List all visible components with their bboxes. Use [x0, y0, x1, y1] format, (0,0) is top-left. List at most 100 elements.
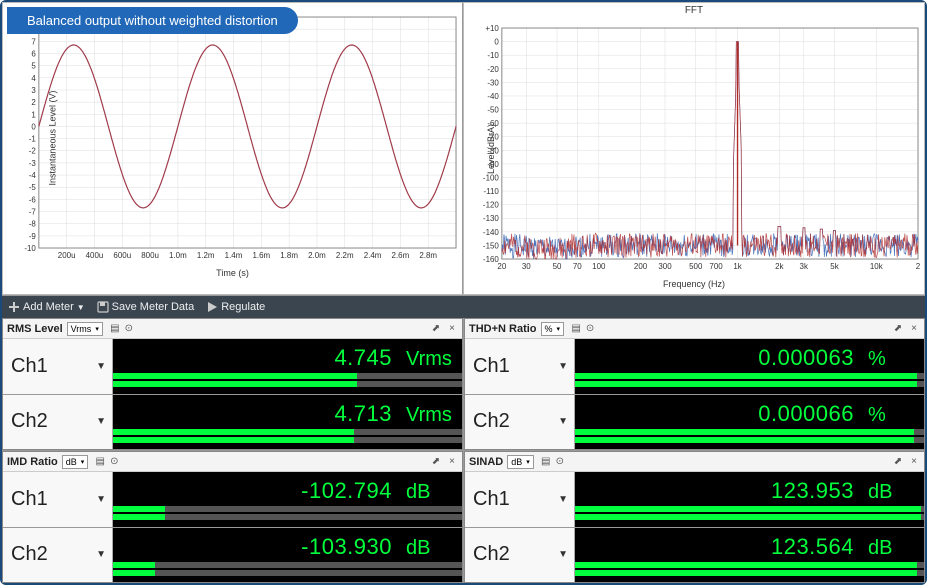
thdn-ch2-row: Ch2 ▼ 0.000066 %	[465, 395, 924, 450]
rms-ch2-bar2	[113, 437, 462, 443]
bars-icon[interactable]: ▤	[540, 456, 552, 468]
rms-ch2-label-text: Ch2	[11, 410, 48, 433]
rms-ch1-label[interactable]: Ch1 ▼	[3, 339, 113, 394]
meter-sinad-title: SINAD	[469, 456, 503, 468]
meter-rms-header: RMS Level Vrms ▾ ▤ ⊙ ⬈ ×	[3, 319, 462, 339]
fft-chart-panel: FFT Level (dBrA) +100-10-20-30-40-50-60-…	[463, 2, 925, 295]
close-icon[interactable]: ×	[908, 456, 920, 468]
popout-icon[interactable]: ⬈	[892, 456, 904, 468]
meter-imd: IMD Ratio dB ▾ ▤ ⊙ ⬈ × Ch1 ▼	[2, 451, 463, 583]
meter-thdn-unit-select[interactable]: % ▾	[541, 322, 565, 336]
time-ylabel: Instantaneous Level (V)	[48, 90, 58, 185]
imd-ch2-label[interactable]: Ch2 ▼	[3, 528, 113, 583]
sinad-ch1-label[interactable]: Ch1 ▼	[465, 472, 575, 527]
svg-text:2.6m: 2.6m	[392, 251, 410, 260]
svg-text:-6: -6	[29, 195, 37, 204]
imd-ch2-value: -103.930	[301, 534, 392, 560]
save-icon	[97, 301, 109, 313]
app-root: Balanced output without weighted distort…	[2, 2, 925, 583]
bars-icon[interactable]: ▤	[94, 456, 106, 468]
svg-text:-40: -40	[487, 92, 499, 101]
rms-ch1-value: 4.745	[334, 345, 392, 371]
fft-plot-area[interactable]: Level (dBrA) +100-10-20-30-40-50-60-70-8…	[464, 18, 924, 279]
svg-text:600u: 600u	[113, 251, 131, 260]
add-meter-label: Add Meter	[23, 301, 74, 313]
rms-ch1-bar2	[113, 381, 462, 387]
svg-text:2.8m: 2.8m	[419, 251, 437, 260]
bars-icon[interactable]: ▤	[570, 323, 582, 335]
svg-text:500: 500	[689, 262, 703, 271]
meter-rms-mode-icons: ▤ ⊙	[109, 323, 135, 335]
meter-imd-unit-select[interactable]: dB ▾	[62, 455, 89, 469]
imd-ch1-row: Ch1 ▼ -102.794 dB	[3, 472, 462, 528]
time-plot-area[interactable]: Instantaneous Level (V) -10-9-8-7-6-5-4-…	[3, 7, 462, 268]
sinad-ch1-display: 123.953 dB	[575, 472, 924, 527]
svg-text:30: 30	[522, 262, 531, 271]
svg-text:1.0m: 1.0m	[169, 251, 187, 260]
sinad-ch2-value: 123.564	[771, 534, 854, 560]
imd-ch1-label[interactable]: Ch1 ▼	[3, 472, 113, 527]
save-meter-button[interactable]: Save Meter Data	[97, 301, 195, 313]
meter-thdn-mode-icons: ▤ ⊙	[570, 323, 596, 335]
svg-text:1.2m: 1.2m	[197, 251, 215, 260]
sinad-ch2-label[interactable]: Ch2 ▼	[465, 528, 575, 583]
regulate-button[interactable]: Regulate	[206, 301, 265, 313]
dot-icon[interactable]: ⊙	[554, 456, 566, 468]
chevron-down-icon: ▼	[558, 494, 568, 505]
rms-ch2-bar	[113, 429, 462, 435]
chevron-down-icon: ▾	[526, 458, 530, 466]
imd-ch1-bar	[113, 506, 462, 512]
sinad-ch2-bar2	[575, 570, 924, 576]
svg-text:0: 0	[31, 122, 36, 131]
svg-text:-30: -30	[487, 78, 499, 87]
rms-ch2-value: 4.713	[334, 401, 392, 427]
close-icon[interactable]: ×	[446, 323, 458, 335]
thdn-ch2-label[interactable]: Ch2 ▼	[465, 395, 575, 450]
svg-text:-10: -10	[487, 51, 499, 60]
thdn-ch2-label-text: Ch2	[473, 410, 510, 433]
chevron-down-icon: ▼	[558, 416, 568, 427]
close-icon[interactable]: ×	[446, 456, 458, 468]
meter-rms-unit-select[interactable]: Vrms ▾	[67, 322, 103, 336]
rms-ch2-unit: Vrms	[406, 404, 454, 427]
meter-sinad-unit-select[interactable]: dB ▾	[507, 455, 534, 469]
meter-toolbar: Add Meter ▼ Save Meter Data Regulate	[2, 296, 925, 318]
svg-text:6: 6	[31, 49, 36, 58]
sinad-ch2-row: Ch2 ▼ 123.564 dB	[465, 528, 924, 583]
meter-sinad-header: SINAD dB ▾ ▤ ⊙ ⬈ ×	[465, 452, 924, 472]
dot-icon[interactable]: ⊙	[108, 456, 120, 468]
svg-text:-130: -130	[483, 214, 499, 223]
thdn-ch1-label[interactable]: Ch1 ▼	[465, 339, 575, 394]
thdn-ch2-bar2	[575, 437, 924, 443]
svg-text:-9: -9	[29, 232, 37, 241]
rms-ch2-label[interactable]: Ch2 ▼	[3, 395, 113, 450]
dot-icon[interactable]: ⊙	[123, 323, 135, 335]
imd-ch2-row: Ch2 ▼ -103.930 dB	[3, 528, 462, 583]
add-meter-button[interactable]: Add Meter ▼	[8, 301, 85, 313]
dot-icon[interactable]: ⊙	[584, 323, 596, 335]
chevron-down-icon: ▾	[81, 458, 85, 466]
meter-thdn-header: THD+N Ratio % ▾ ▤ ⊙ ⬈ ×	[465, 319, 924, 339]
svg-text:10k: 10k	[870, 262, 883, 271]
meter-imd-mode-icons: ▤ ⊙	[94, 456, 120, 468]
meter-rms-unit-label: Vrms	[71, 324, 92, 334]
fft-chart-title: FFT	[464, 3, 924, 18]
meters-grid: RMS Level Vrms ▾ ▤ ⊙ ⬈ × Ch1	[2, 318, 925, 583]
close-icon[interactable]: ×	[908, 323, 920, 335]
thdn-ch1-row: Ch1 ▼ 0.000063 %	[465, 339, 924, 395]
svg-text:-140: -140	[483, 228, 499, 237]
bars-icon[interactable]: ▤	[109, 323, 121, 335]
svg-text:1.8m: 1.8m	[280, 251, 298, 260]
sinad-ch1-label-text: Ch1	[473, 488, 510, 511]
svg-text:-2: -2	[29, 147, 37, 156]
meter-imd-header: IMD Ratio dB ▾ ▤ ⊙ ⬈ ×	[3, 452, 462, 472]
thdn-ch1-display: 0.000063 %	[575, 339, 924, 394]
chevron-down-icon: ▼	[77, 303, 85, 312]
svg-text:1k: 1k	[733, 262, 741, 271]
imd-ch1-value: -102.794	[301, 478, 392, 504]
popout-icon[interactable]: ⬈	[430, 323, 442, 335]
chevron-down-icon: ▾	[95, 325, 99, 333]
rms-ch1-row: Ch1 ▼ 4.745 Vrms	[3, 339, 462, 395]
popout-icon[interactable]: ⬈	[430, 456, 442, 468]
popout-icon[interactable]: ⬈	[892, 323, 904, 335]
